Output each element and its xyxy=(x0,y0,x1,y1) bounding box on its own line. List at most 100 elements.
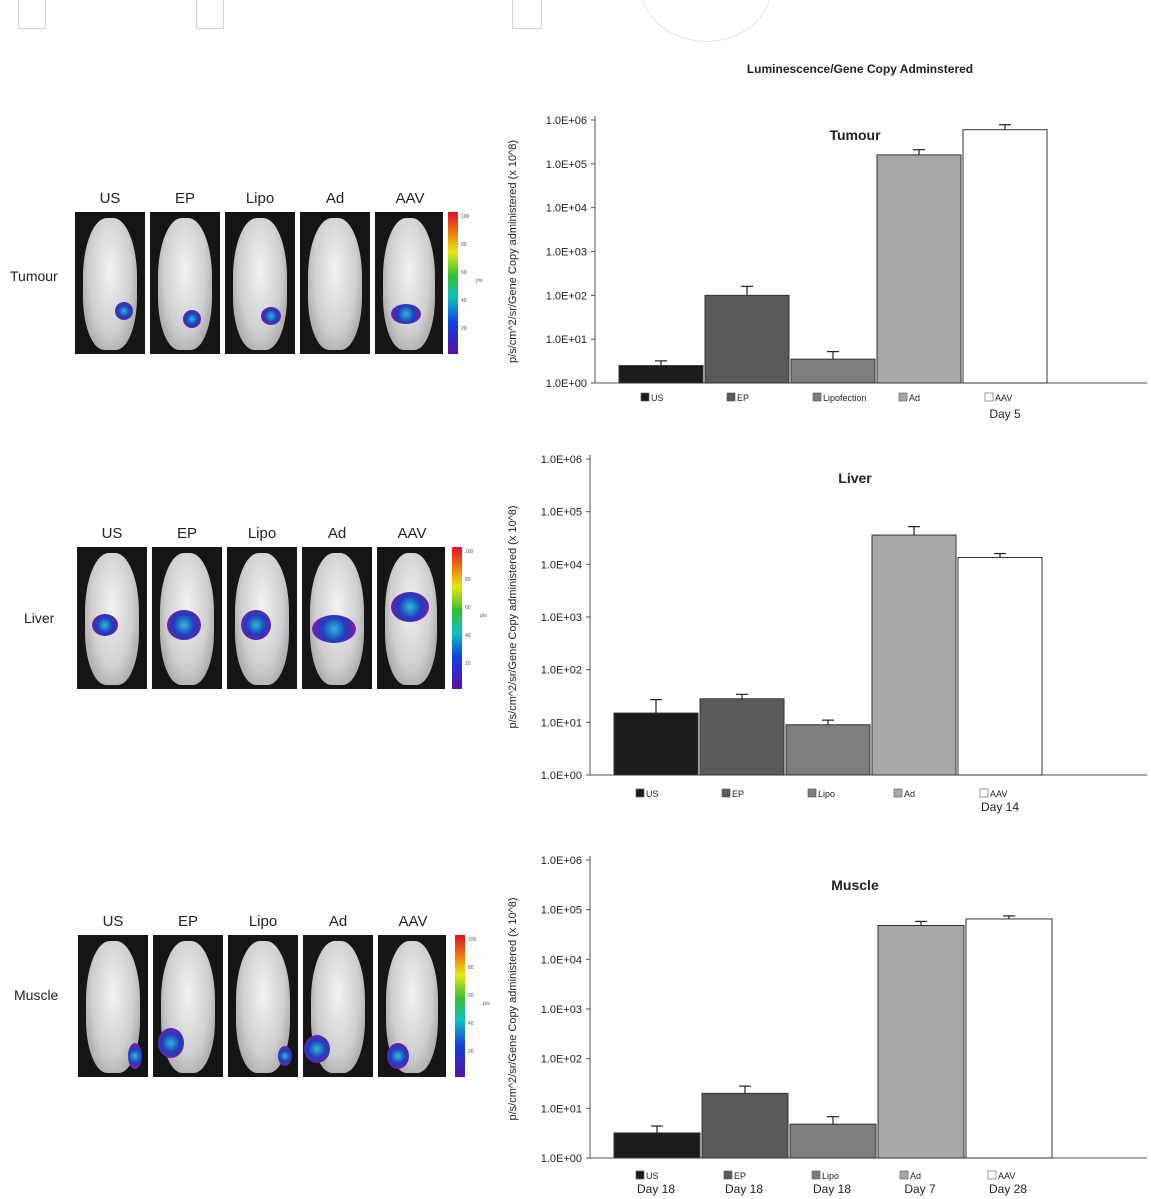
color-scale-tick: 80 xyxy=(461,242,467,248)
bar-ad xyxy=(876,154,962,384)
mouse-silhouette xyxy=(158,218,212,350)
mouse-silhouette xyxy=(383,218,435,350)
y-tick-label: 1.0E+03 xyxy=(541,612,582,624)
column-label: EP xyxy=(177,913,198,930)
luminescence-spot xyxy=(387,1042,410,1069)
mouse-image xyxy=(77,547,147,689)
y-tick-label: 1.0E+01 xyxy=(541,1103,582,1115)
legend-label: Lipo xyxy=(822,1171,839,1181)
y-tick-label: 1.0E+00 xyxy=(541,770,582,782)
color-scale-unit: p/s xyxy=(480,613,487,619)
luminescence-spot xyxy=(390,591,429,622)
column-label: EP xyxy=(176,525,197,542)
color-scale-tick: 80 xyxy=(468,965,474,971)
bar-lipofection xyxy=(790,358,876,384)
bar-us xyxy=(618,365,704,384)
mouse-image xyxy=(75,212,145,354)
bar-ep xyxy=(704,294,790,384)
y-tick-label: 1.0E+03 xyxy=(541,1004,582,1016)
organ-label: Tumour xyxy=(10,268,58,284)
column-label: US xyxy=(99,190,121,207)
color-scale-tick: 100 xyxy=(468,937,477,943)
bar-lipo xyxy=(785,724,871,776)
legend-label: EP xyxy=(734,1171,746,1181)
muscle-chart: 1.0E+00 1.0E+01 1.0E+02 1.0E+03 1.0E+04 1.0E+… xyxy=(507,855,1147,1196)
luminescence-spot xyxy=(92,614,118,637)
header-circle xyxy=(640,0,772,42)
color-scale-tick: 20 xyxy=(461,326,467,332)
legend-swatch xyxy=(640,392,650,402)
tumour-chart: 1.0E+00 1.0E+01 1.0E+02 1.0E+03 1.0E+04 1.0E+… xyxy=(507,115,1147,421)
luminescence-spot xyxy=(128,1042,143,1069)
organ-label: Liver xyxy=(24,610,55,626)
color-scale-tick: 100 xyxy=(461,214,470,220)
legend-label: Ad xyxy=(910,1171,921,1181)
y-tick-label: 1.0E+05 xyxy=(541,905,582,917)
y-tick-label: 1.0E+01 xyxy=(546,334,587,346)
y-tick-label: 1.0E+02 xyxy=(541,665,582,677)
color-scale-tick: 20 xyxy=(465,661,471,667)
color-scale-bar xyxy=(448,212,458,354)
y-axis-label: p/s/cm^2/sr/Gene Copy administered (x 10… xyxy=(507,140,519,363)
legend-swatch xyxy=(812,392,822,402)
column-label: AAV xyxy=(398,913,428,930)
column-label: AAV xyxy=(397,525,427,542)
chart-title: Tumour xyxy=(829,127,881,143)
legend-label: AAV xyxy=(995,393,1012,403)
luminescence-spot xyxy=(115,302,133,321)
column-label: US xyxy=(101,525,123,542)
day-label: Day 28 xyxy=(989,1182,1027,1196)
bar-ad xyxy=(877,924,965,1159)
legend-swatch xyxy=(899,1170,909,1180)
legend-swatch xyxy=(721,788,731,798)
column-label: Lipo xyxy=(248,913,278,930)
legend-label: Ad xyxy=(909,393,920,403)
legend-label: Ad xyxy=(904,789,915,799)
mouse-image xyxy=(300,212,370,354)
legend-swatch xyxy=(979,788,989,798)
legend-label: Lipofection xyxy=(823,393,867,403)
legend-swatch xyxy=(635,1170,645,1180)
day-label: Day 5 xyxy=(989,407,1021,421)
day-label: Day 18 xyxy=(813,1182,851,1196)
mouse-image xyxy=(150,212,220,354)
header-tab xyxy=(196,0,224,29)
color-scale-tick: 40 xyxy=(461,298,467,304)
chart-title: Muscle xyxy=(831,877,879,893)
color-scale-tick: 80 xyxy=(465,577,471,583)
mouse-silhouette xyxy=(308,218,362,350)
header-tab xyxy=(18,0,46,29)
y-axis-label: p/s/cm^2/sr/Gene Copy administered (x 10… xyxy=(507,505,519,728)
legend-swatch xyxy=(898,392,908,402)
color-scale-tick: 60 xyxy=(465,605,471,611)
color-scale-tick: 100 xyxy=(465,549,474,555)
luminescence-spot xyxy=(260,306,281,325)
mouse-image xyxy=(78,935,148,1077)
legend-swatch xyxy=(987,1170,997,1180)
mouse-image xyxy=(152,547,222,689)
color-scale-tick: 20 xyxy=(468,1049,474,1055)
mouse-image xyxy=(228,935,298,1077)
legend-label: AAV xyxy=(998,1171,1015,1181)
column-label: US xyxy=(102,913,124,930)
column-label: EP xyxy=(174,190,195,207)
y-tick-label: 1.0E+01 xyxy=(541,717,582,729)
day-label: Day 7 xyxy=(904,1182,936,1196)
luminescence-spot xyxy=(278,1045,293,1066)
column-label: Ad xyxy=(328,913,348,930)
luminescence-spot xyxy=(157,1027,184,1058)
bar-us xyxy=(613,1132,701,1159)
color-scale-unit: p/s xyxy=(476,278,483,284)
bar-aav xyxy=(962,129,1048,384)
luminescence-spot xyxy=(311,615,356,644)
legend-label: Lipo xyxy=(818,789,835,799)
color-scale-unit: p/s xyxy=(483,1001,490,1007)
color-scale-tick: 60 xyxy=(468,993,474,999)
y-tick-label: 1.0E+00 xyxy=(541,1153,582,1165)
y-tick-label: 1.0E+03 xyxy=(546,247,587,259)
bar-ep xyxy=(701,1092,789,1159)
mouse-image xyxy=(375,212,443,354)
mouse-image xyxy=(227,547,297,689)
mouse-image xyxy=(378,935,446,1077)
luminescence-spot xyxy=(390,304,421,325)
